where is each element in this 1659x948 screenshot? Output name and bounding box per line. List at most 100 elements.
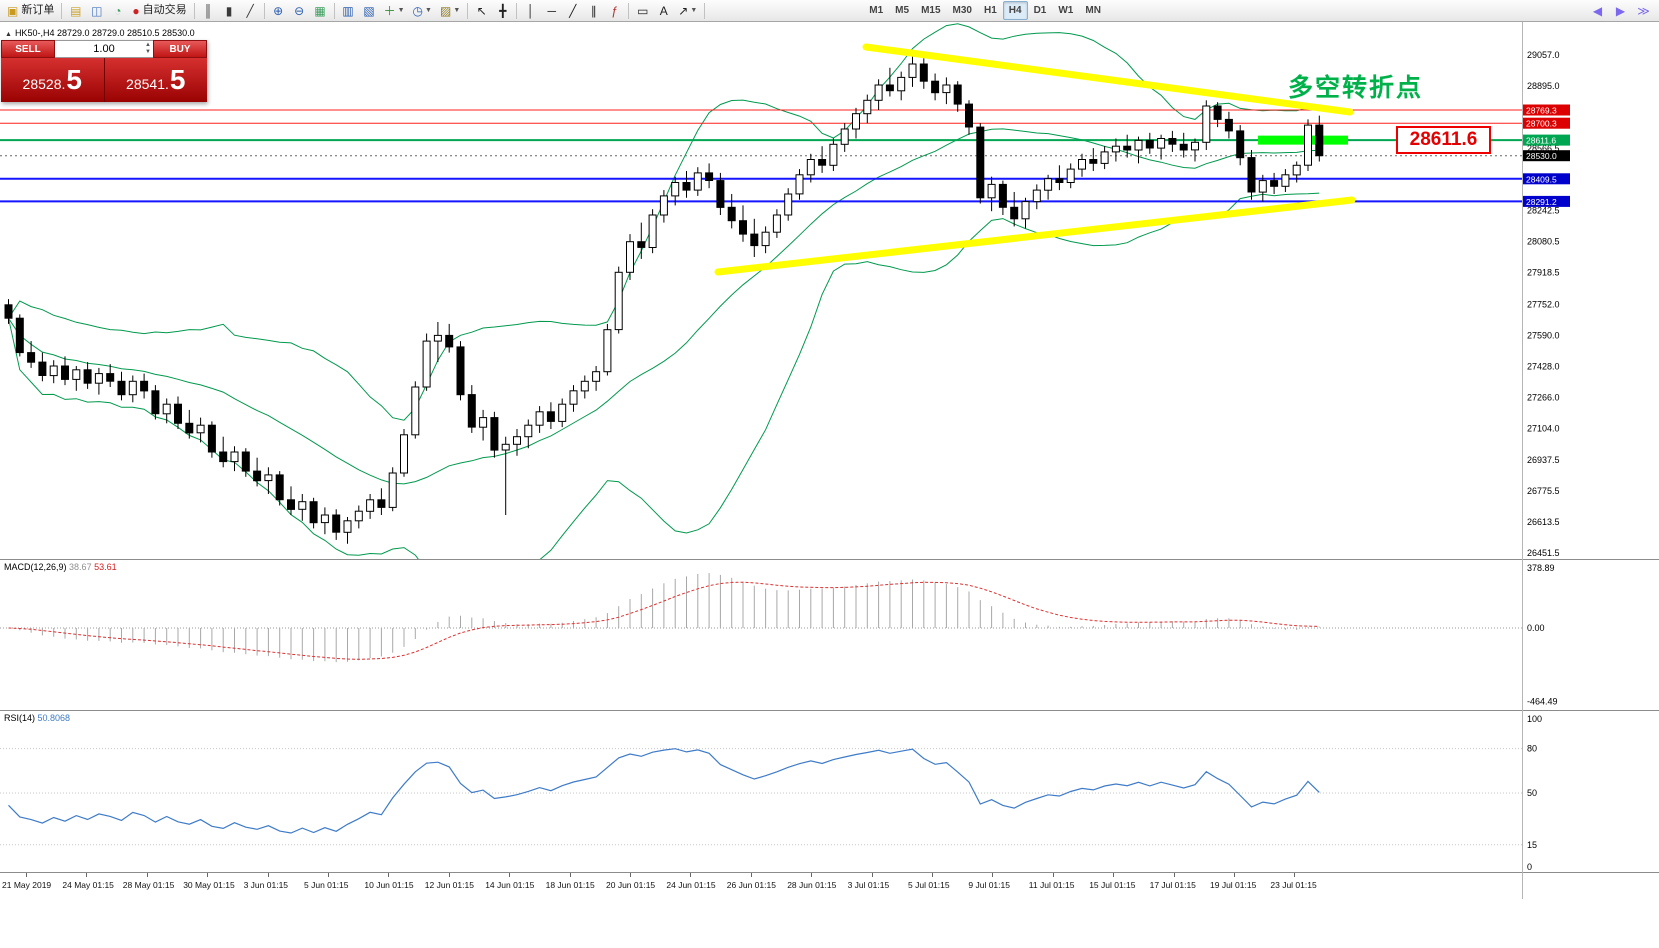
rsi-canvas[interactable]: 100 80 50 15 0 bbox=[0, 711, 1659, 872]
autotrading-button[interactable]: ● 自动交易 bbox=[128, 1, 190, 20]
text-label-icon: A bbox=[659, 3, 668, 18]
scroll-left-button[interactable]: ◀ bbox=[1592, 3, 1603, 18]
timeframe-w1-button[interactable]: W1 bbox=[1058, 4, 1074, 16]
turning-point-annotation[interactable]: 多空转折点 bbox=[1288, 74, 1424, 102]
chart-profiles-icon-icon: ▤ bbox=[70, 3, 82, 18]
volume-value[interactable]: 1.00 bbox=[93, 43, 115, 55]
timeframe-m30-button[interactable]: M30 bbox=[952, 4, 972, 16]
svg-text:27428.0: 27428.0 bbox=[1527, 361, 1560, 371]
time-axis-label: 14 Jun 01:15 bbox=[485, 880, 535, 890]
channel-icon: ∥ bbox=[590, 3, 597, 18]
line-chart-button[interactable]: ╱ bbox=[240, 1, 261, 20]
rsi-indicator-panel[interactable]: 100 80 50 15 0 RSI(14) 50.8068 bbox=[0, 711, 1659, 873]
svg-text:28895.0: 28895.0 bbox=[1527, 81, 1560, 91]
time-axis-tick bbox=[992, 873, 994, 877]
price-callout-label[interactable]: 28611.6 bbox=[1396, 126, 1491, 154]
text-label-button[interactable]: A bbox=[653, 1, 674, 20]
sell-price-big: 5 bbox=[66, 64, 82, 95]
time-axis-label: 3 Jun 01:15 bbox=[243, 880, 289, 890]
sell-button[interactable]: SELL bbox=[1, 40, 55, 58]
toolbar: ▣ 新订单 ▤ ◫ ◔ ● 自动交易 ║ ▮ ╱ ⊕ ⊖ ▦ ▥ ▧ ＋ ▼ ◷ ▼ ▨ ▼ ↖ ╋ │ ─ ╱ ∥ ƒ ▭ A ↗ ▼ M1… bbox=[0, 0, 1659, 22]
add-indicator-button[interactable]: ＋ ▼ bbox=[380, 1, 409, 20]
time-axis-tick bbox=[1173, 873, 1175, 877]
time-axis-tick bbox=[448, 873, 450, 877]
new-order-button-label: 新订单 bbox=[21, 4, 55, 16]
timeframe-m5-button[interactable]: M5 bbox=[895, 4, 910, 16]
trendline-lower[interactable] bbox=[714, 196, 1356, 276]
chart-shift-button[interactable]: ≫ bbox=[1637, 3, 1650, 18]
time-axis-tick bbox=[1052, 873, 1054, 877]
zoom-in-button[interactable]: ⊕ bbox=[268, 1, 289, 20]
zoom-out-icon: ⊖ bbox=[294, 3, 305, 18]
timeframe-d1-button[interactable]: D1 bbox=[1033, 4, 1047, 16]
macd-title: MACD(12,26,9) bbox=[4, 562, 67, 572]
tile-windows-button[interactable]: ▦ bbox=[310, 1, 331, 20]
time-axis-tick bbox=[630, 873, 631, 877]
arrange-windows-button[interactable]: ▥ bbox=[338, 1, 359, 20]
svg-text:29057.0: 29057.0 bbox=[1527, 50, 1560, 60]
scroll-right-button[interactable]: ▶ bbox=[1615, 3, 1626, 18]
time-axis-tick bbox=[328, 873, 329, 877]
arrow-tool-button[interactable]: ↗ ▼ bbox=[674, 1, 701, 20]
data-window-icon[interactable]: ◫ bbox=[86, 1, 107, 20]
svg-text:28530.0: 28530.0 bbox=[1526, 151, 1557, 161]
time-axis-label: 17 Jul 01:15 bbox=[1149, 880, 1196, 890]
shapes-icon: ▭ bbox=[637, 3, 649, 18]
time-axis[interactable]: 21 May 2019 24 May 01:15 28 May 01:15 30 Ma… bbox=[0, 873, 1659, 899]
price-axis-separator[interactable] bbox=[1522, 22, 1523, 899]
cascade-windows-icon: ▧ bbox=[363, 3, 375, 18]
volume-stepper[interactable]: 1.00 ▲ ▼ bbox=[55, 40, 153, 58]
price-axis[interactable]: 29057.0 28895.0 28566.5 28242.5 28080.5 27918… bbox=[1523, 50, 1570, 558]
zoom-in-icon: ⊕ bbox=[273, 3, 284, 18]
new-order-button[interactable]: ▣ 新订单 bbox=[3, 1, 58, 20]
history-center-icon[interactable]: ◔ bbox=[107, 1, 128, 20]
time-axis-tick bbox=[1294, 873, 1296, 877]
trendline-button[interactable]: ╱ bbox=[562, 1, 583, 20]
buy-price[interactable]: 28541. 5 bbox=[105, 58, 208, 102]
timeframe-mn-button[interactable]: MN bbox=[1085, 4, 1101, 16]
rsi-value: 50.8068 bbox=[37, 713, 71, 723]
cascade-windows-button[interactable]: ▧ bbox=[359, 1, 380, 20]
new-order-icon: ▣ bbox=[7, 3, 19, 18]
add-indicator-icon: ＋ bbox=[383, 3, 396, 18]
channel-button[interactable]: ∥ bbox=[583, 1, 604, 20]
buy-button[interactable]: BUY bbox=[153, 40, 207, 58]
price-chart-canvas[interactable]: 29057.0 28895.0 28566.5 28242.5 28080.5 27918… bbox=[0, 22, 1659, 559]
trendline-upper[interactable] bbox=[862, 43, 1354, 116]
candlestick-series[interactable] bbox=[4, 56, 1324, 544]
svg-text:26775.5: 26775.5 bbox=[1527, 486, 1560, 496]
cursor-button[interactable]: ↖ bbox=[471, 1, 492, 20]
bar-chart-button[interactable]: ║ bbox=[198, 1, 219, 20]
volume-spinner-icons[interactable]: ▲ ▼ bbox=[145, 42, 151, 55]
macd-indicator-panel[interactable]: 378.89 0.00 -464.49 MACD(12,26,9) 38.67 53… bbox=[0, 560, 1659, 711]
svg-text:27590.0: 27590.0 bbox=[1527, 330, 1560, 340]
timeframe-h4-button[interactable]: H4 bbox=[1002, 1, 1028, 20]
horizontal-line-button[interactable]: ─ bbox=[541, 1, 562, 20]
timeframe-m1-button[interactable]: M1 bbox=[869, 4, 884, 16]
timeframe-m15-button[interactable]: M15 bbox=[921, 4, 941, 16]
toolbar-button-group: ▣ 新订单 ▤ ◫ ◔ ● 自动交易 ║ ▮ ╱ ⊕ ⊖ ▦ ▥ ▧ ＋ ▼ ◷ ▼ ▨ ▼ ↖ ╋ │ ─ ╱ ∥ ƒ ▭ A ↗ ▼ bbox=[3, 1, 708, 20]
svg-text:26451.5: 26451.5 bbox=[1527, 548, 1560, 558]
periods-button[interactable]: ◷ ▼ bbox=[409, 1, 436, 20]
candlestick-chart-button[interactable]: ▮ bbox=[219, 1, 240, 20]
template-button[interactable]: ▨ ▼ bbox=[436, 1, 464, 20]
crosshair-button[interactable]: ╋ bbox=[492, 1, 513, 20]
time-axis-tick bbox=[146, 873, 148, 877]
zoom-out-button[interactable]: ⊖ bbox=[289, 1, 310, 20]
fibonacci-button[interactable]: ƒ bbox=[604, 1, 625, 20]
macd-canvas[interactable]: 378.89 0.00 -464.49 bbox=[0, 560, 1659, 710]
time-axis-tick bbox=[1234, 873, 1235, 877]
price-chart-panel[interactable]: 29057.0 28895.0 28566.5 28242.5 28080.5 27918… bbox=[0, 22, 1659, 560]
vertical-line-button[interactable]: │ bbox=[520, 1, 541, 20]
macd-axis-label: -464.49 bbox=[1527, 697, 1558, 707]
collapse-trade-panel-icon[interactable]: ▲ bbox=[5, 31, 12, 38]
sell-price[interactable]: 28528. 5 bbox=[1, 58, 105, 102]
arrange-windows-icon: ▥ bbox=[342, 3, 354, 18]
buy-price-main: 28541. bbox=[126, 76, 169, 92]
time-axis-tick bbox=[388, 873, 390, 877]
timeframe-h1-button[interactable]: H1 bbox=[983, 4, 997, 16]
svg-text:28291.2: 28291.2 bbox=[1526, 197, 1557, 207]
shapes-button[interactable]: ▭ bbox=[632, 1, 653, 20]
chart-profiles-icon[interactable]: ▤ bbox=[65, 1, 86, 20]
time-axis-tick bbox=[26, 873, 27, 877]
